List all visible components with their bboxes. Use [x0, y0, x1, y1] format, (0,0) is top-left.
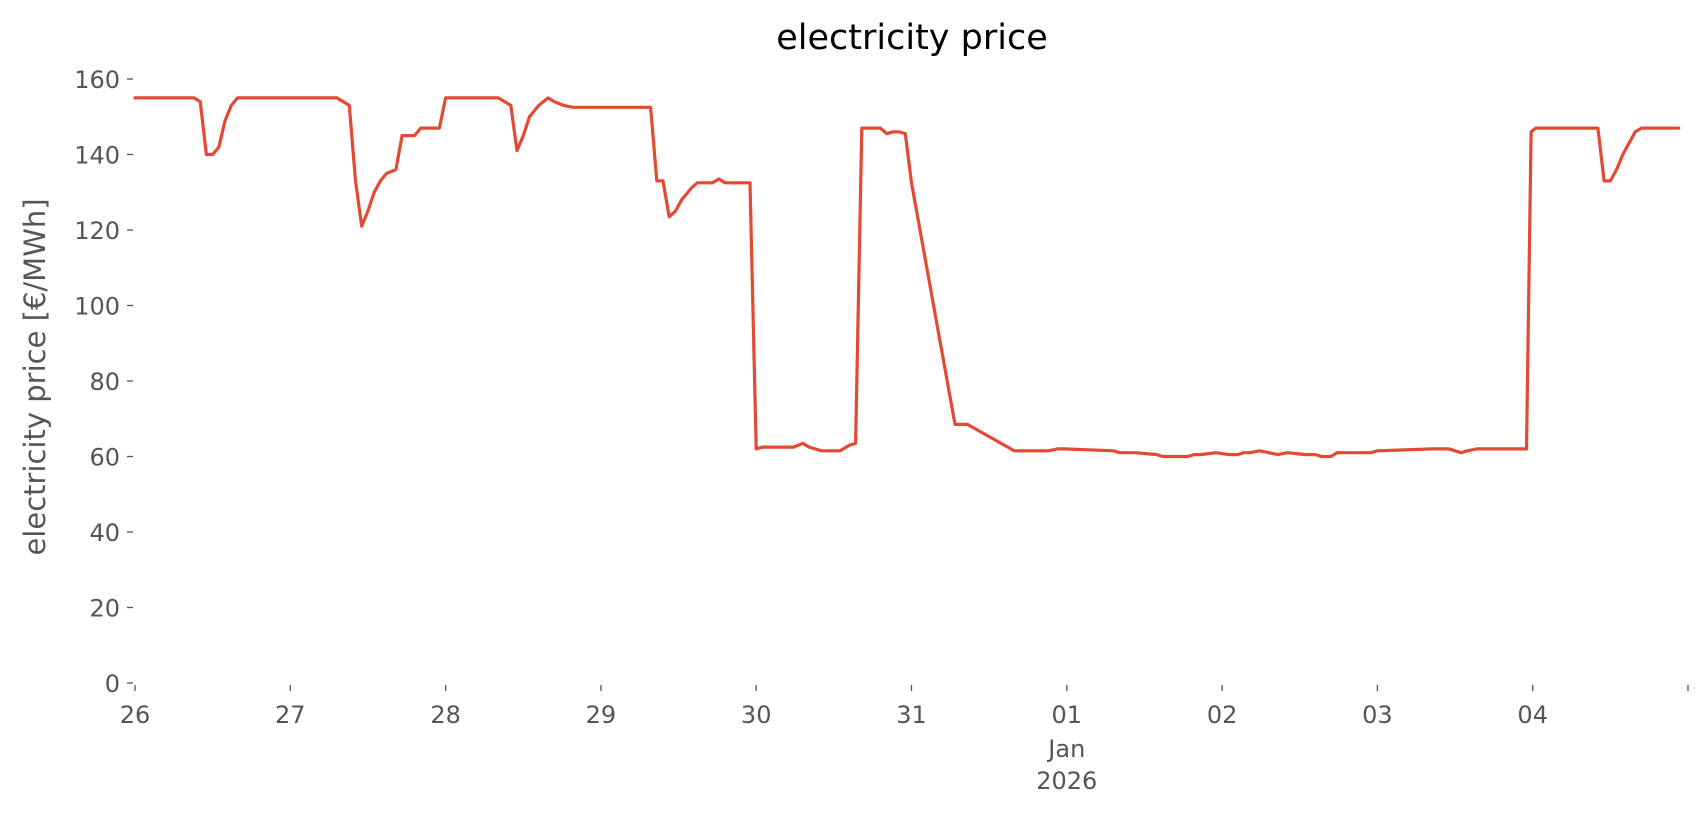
x-tick-label: 31 [896, 701, 927, 729]
y-tick-label: 100 [74, 293, 120, 321]
series-layer [133, 96, 1681, 459]
series-line [133, 96, 1681, 459]
x-tick-label: 30 [741, 701, 772, 729]
x-tick-label: 26 [120, 701, 151, 729]
x-tick-label: 02 [1207, 701, 1238, 729]
x-tick-label: 01 [1052, 701, 1083, 729]
x-tick-label: 04 [1517, 701, 1548, 729]
x-tick-label: 27 [275, 701, 306, 729]
y-tick-label: 80 [89, 368, 120, 396]
y-tick-label: 20 [89, 595, 120, 623]
y-axis: 0 20 40 60 80 100 120 140 160 [74, 66, 133, 698]
y-tick-label: 60 [89, 444, 120, 472]
x-tick-label: 28 [430, 701, 461, 729]
y-tick-label: 0 [105, 670, 120, 698]
x-axis: 26 27 28 29 30 31 01 Jan 2026 02 03 04 [120, 685, 1689, 795]
x-tick-label: 29 [586, 701, 617, 729]
chart-title: electricity price [776, 18, 1048, 58]
y-axis-label: electricity price [€/MWh] [18, 198, 52, 555]
x-tick-label: 03 [1362, 701, 1393, 729]
y-tick-label: 160 [74, 66, 120, 94]
y-tick-label: 140 [74, 142, 120, 170]
y-tick-label: 40 [89, 519, 120, 547]
x-tick-sublabel-month: Jan [1046, 735, 1085, 763]
x-tick-sublabel-year: 2026 [1036, 767, 1097, 795]
y-tick-label: 120 [74, 217, 120, 245]
